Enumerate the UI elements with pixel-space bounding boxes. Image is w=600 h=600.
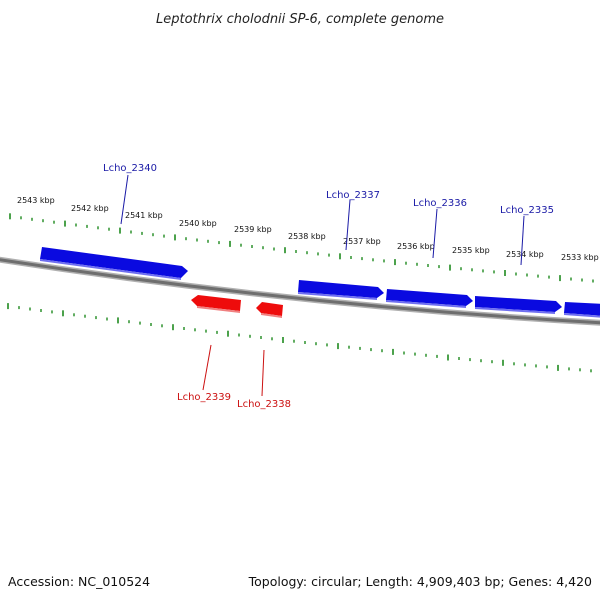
scale-label: 2542 kbp (71, 204, 109, 213)
gene-arrow-lcho-2340[interactable] (40, 247, 188, 280)
outer-tick-ruler (9, 213, 594, 283)
genome-backbone (0, 256, 600, 326)
gene-label[interactable]: Lcho_2336 (413, 198, 467, 209)
scale-label: 2535 kbp (452, 246, 490, 255)
gene-label[interactable]: Lcho_2337 (326, 190, 380, 201)
scale-label: 2534 kbp (506, 250, 544, 259)
gene-label-leaders (120, 174, 525, 397)
scale-label: 2538 kbp (288, 232, 326, 241)
gene-arrow-lcho-2339[interactable] (191, 295, 241, 313)
scale-label: 2533 kbp (561, 253, 599, 262)
genome-summary-text: Topology: circular; Length: 4,909,403 bp… (248, 574, 592, 589)
scale-labels: 2543 kbp 2542 kbp 2541 kbp 2540 kbp 2539… (17, 196, 599, 262)
scale-label: 2543 kbp (17, 196, 55, 205)
genome-title: Leptothrix cholodnii SP-6, complete geno… (156, 12, 444, 27)
scale-label: 2539 kbp (234, 225, 272, 234)
gene-arrow-lcho-2335[interactable] (475, 296, 562, 314)
scale-label: 2537 kbp (343, 237, 381, 246)
gene-arrow-partial[interactable] (564, 302, 600, 318)
scale-label: 2541 kbp (125, 211, 163, 220)
scale-label: 2536 kbp (397, 242, 435, 251)
inner-tick-ruler (7, 303, 592, 373)
gene-label[interactable]: Lcho_2339 (177, 392, 231, 403)
gene-arrow-lcho-2338[interactable] (256, 302, 283, 318)
gene-arrow-lcho-2337[interactable] (298, 280, 384, 300)
gene-label[interactable]: Lcho_2340 (103, 163, 157, 174)
scale-label: 2540 kbp (179, 219, 217, 228)
accession-text: Accession: NC_010524 (8, 574, 150, 589)
gene-arrow-lcho-2336[interactable] (386, 289, 473, 308)
gene-label[interactable]: Lcho_2335 (500, 205, 554, 216)
gene-label[interactable]: Lcho_2338 (237, 399, 291, 410)
